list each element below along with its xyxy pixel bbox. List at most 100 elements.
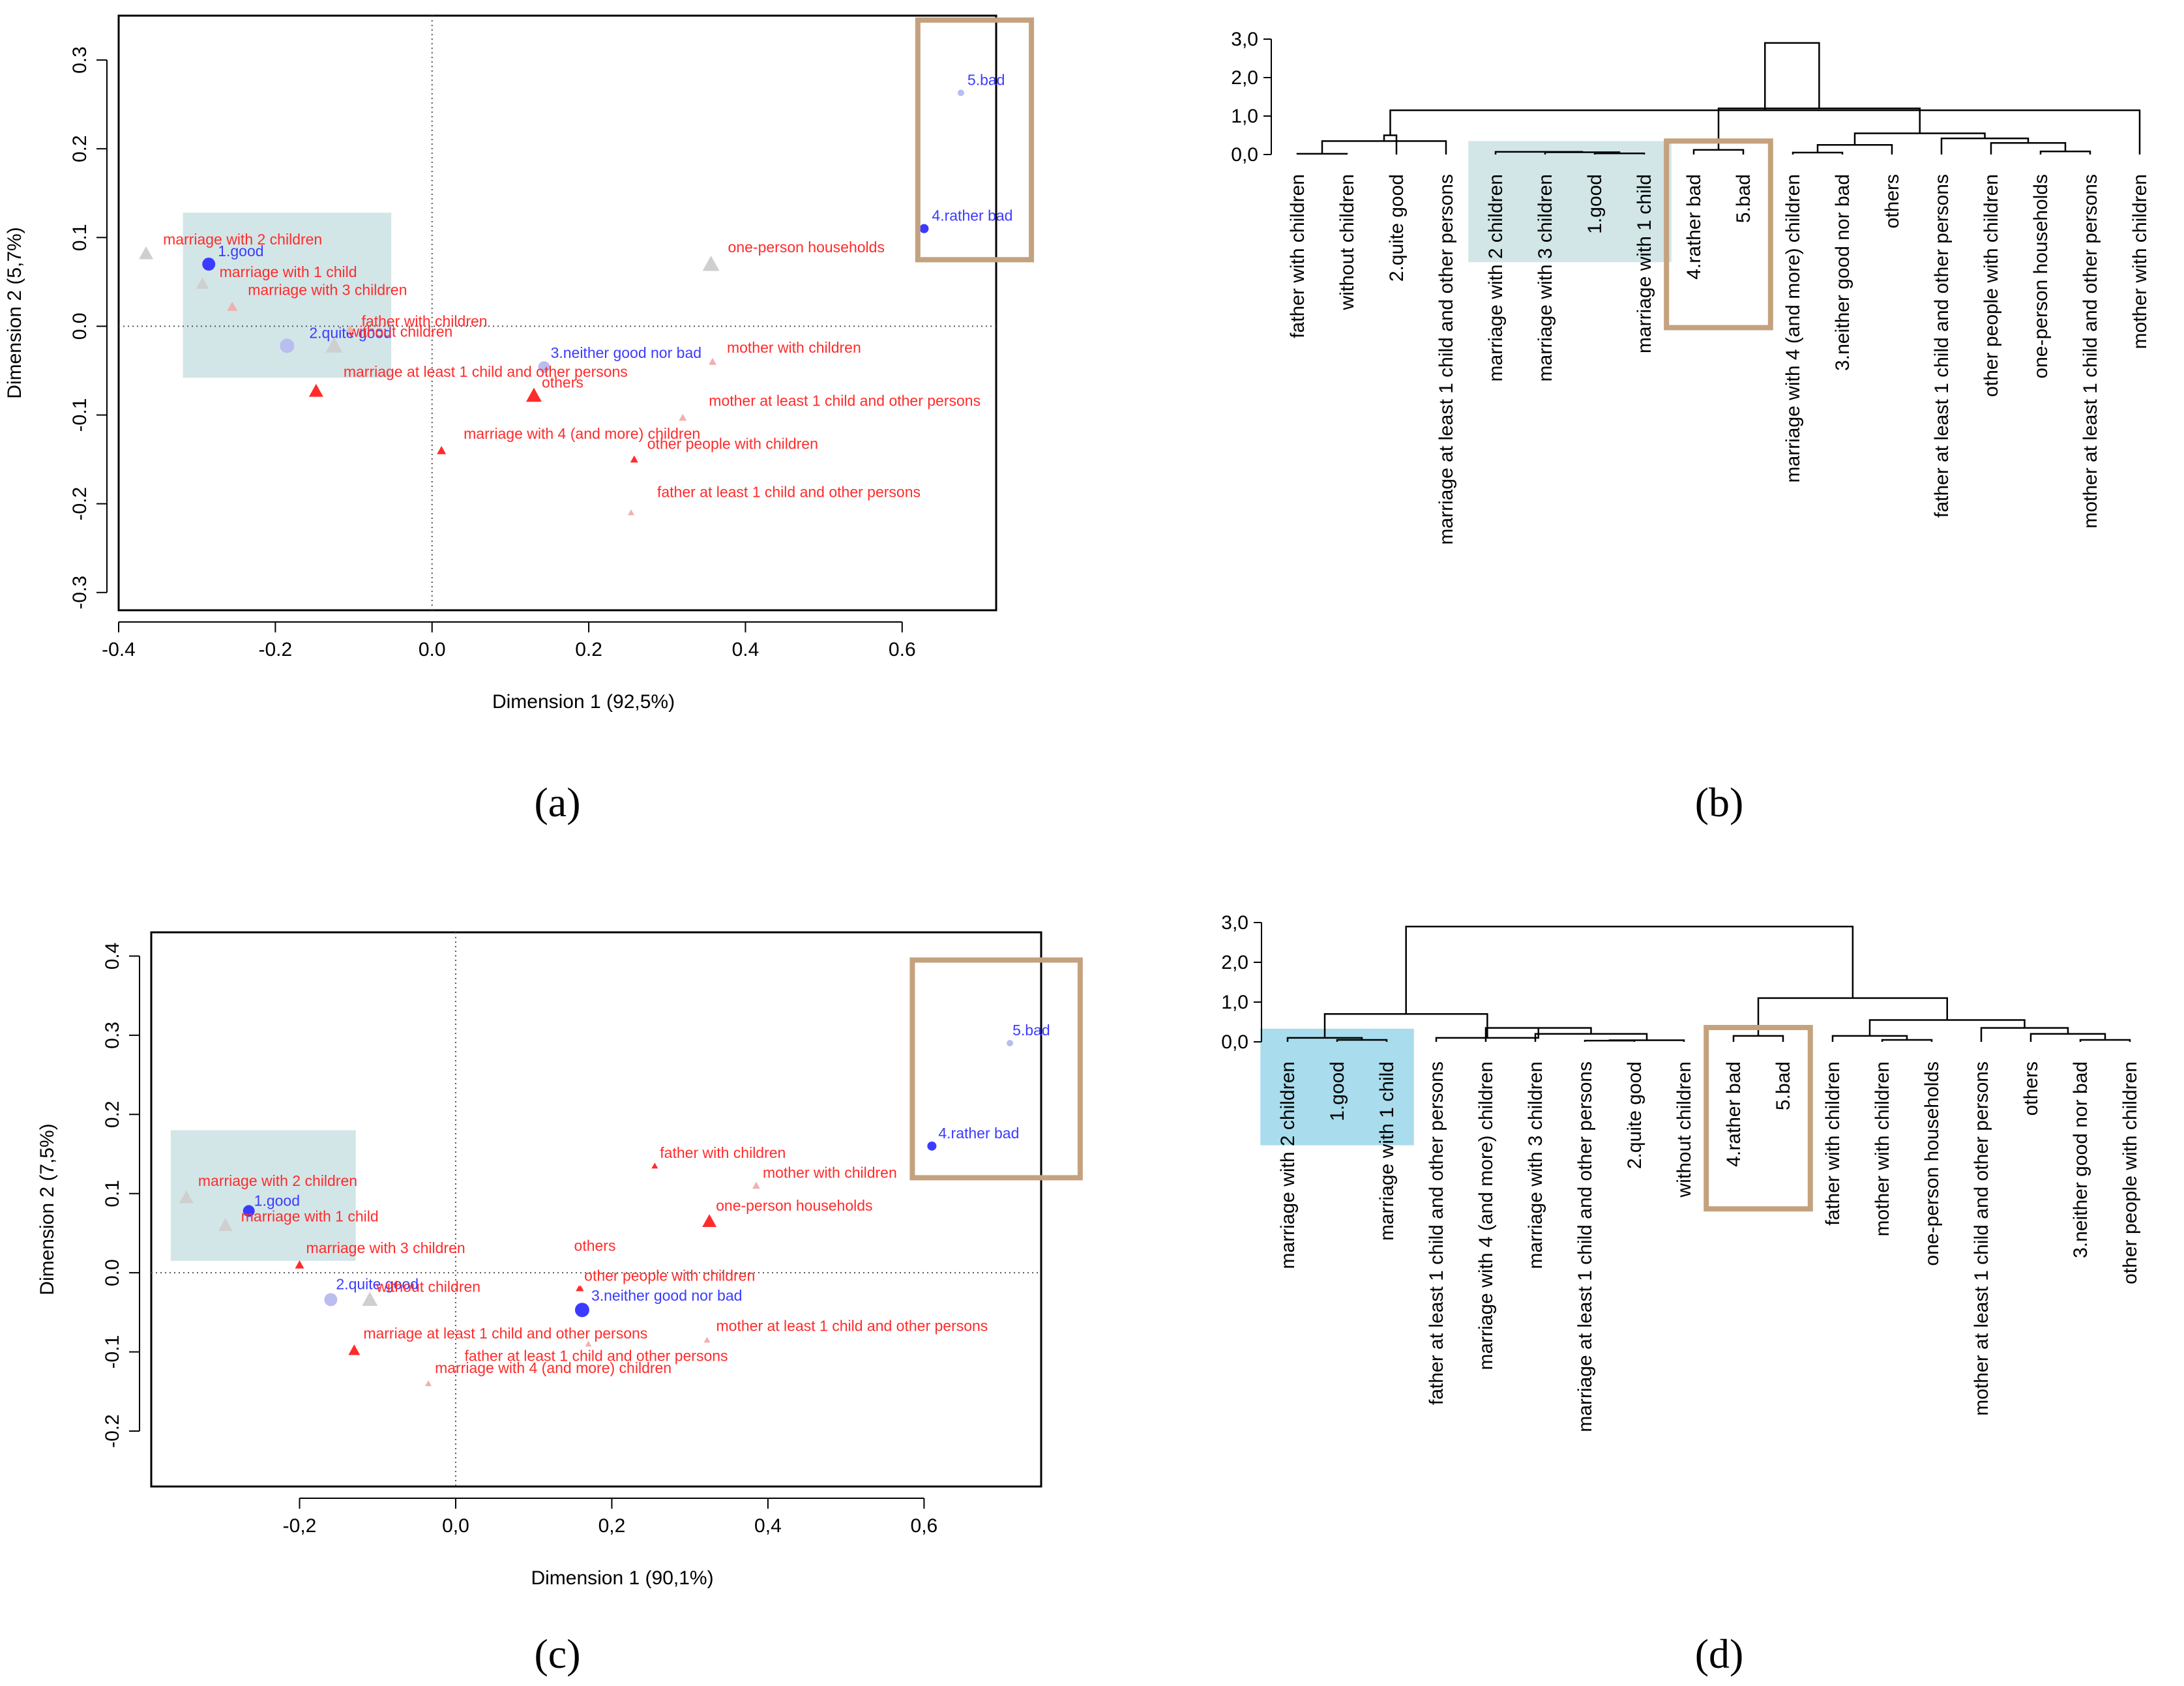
panel-c-point-label: others	[574, 1237, 616, 1254]
panel-c-point-label: marriage with 1 child	[241, 1207, 379, 1224]
panel-c-point-label: one-person households	[716, 1197, 872, 1214]
panel-c-y-tick-label: 0.4	[102, 943, 123, 970]
panel-b-tree-branch	[1692, 149, 1745, 155]
panel-c-x-tick-label: -0,2	[283, 1515, 317, 1537]
panel-d-tree-branch	[1831, 1035, 1908, 1042]
panel-b-tree-branch	[1717, 107, 1921, 150]
panel-c-point-marker	[362, 1292, 378, 1307]
panel-d-leaf-label: mother at least 1 child and other person…	[1971, 1061, 1992, 1416]
panel-c-highlight-fill	[170, 1130, 356, 1261]
panel-d-highlight-box	[1704, 1025, 1813, 1212]
panel-d-leaf-label: marriage with 3 children	[1525, 1061, 1546, 1269]
panel-a-point-label: 4.rather bad	[932, 207, 1012, 224]
panel-c-x-tick-label: 0,6	[911, 1515, 938, 1537]
panel-c-x-tick-label: 0,0	[442, 1515, 469, 1537]
panel-a-point-label: 3.neither good nor bad	[551, 344, 701, 361]
panel-c-point-marker	[348, 1344, 361, 1355]
panel-c-point-marker	[295, 1260, 304, 1269]
panel-c-y-tick-label: 0.2	[102, 1101, 123, 1128]
panel-d-leaf-label: without children	[1674, 1061, 1695, 1198]
panel-a-point-marker	[227, 301, 238, 311]
panel-c-y-axis-title: Dimension 2 (7,5%)	[37, 1123, 58, 1295]
panel-b-leaf-label: father with children	[1287, 174, 1308, 338]
panel-a-y-tick-label: 0.2	[69, 135, 91, 162]
panel-d-leaf-label: marriage with 2 children	[1277, 1061, 1299, 1269]
panel-b-leaf-label: marriage with 2 children	[1485, 174, 1507, 381]
panel-d-y-tick-label: 0,0	[1221, 1031, 1248, 1053]
panel-d-tree-branch	[1608, 1039, 1685, 1042]
panel-b-leaf-label: mother with children	[2129, 174, 2151, 349]
panel-c-highlight-box	[909, 957, 1083, 1181]
panel-c-point-label: 5.bad	[1012, 1022, 1050, 1039]
panel-a-plot-frame	[117, 14, 997, 612]
panel-b-leaf-label: 1.good	[1584, 174, 1606, 234]
panel-c-point-marker	[324, 1293, 338, 1307]
panel-c-point-marker	[218, 1218, 233, 1232]
panel-d-leaf-label: father at least 1 child and other person…	[1426, 1061, 1447, 1405]
panel-a-y-tick-label: -0.3	[69, 576, 91, 610]
panel-a-y-tick-label: 0.3	[69, 46, 91, 74]
panel-c-point-label: mother with children	[763, 1164, 897, 1181]
panel-b-leaf-label: without children	[1336, 174, 1358, 310]
panel-a-point-label: 5.bad	[967, 71, 1005, 88]
panel-c-point-marker	[179, 1190, 194, 1204]
panel-a-y-tick-label: 0.1	[69, 224, 91, 251]
panel-b-tree-branch	[1940, 137, 2029, 155]
panel-c-y-tick-label: -0.1	[102, 1335, 123, 1369]
panel-b-tree-branch	[1494, 151, 1584, 155]
panel-a-x-tick-label: 0.6	[889, 639, 916, 660]
panel-c-point-label: mother at least 1 child and other person…	[716, 1317, 988, 1334]
panel-b-leaf-label: 5.bad	[1733, 174, 1754, 223]
panel-b-y-tick-label: 0,0	[1231, 144, 1258, 166]
panel-a-y-axis-title: Dimension 2 (5,7%)	[4, 227, 25, 398]
panel-b-tree-branch	[1990, 142, 2067, 155]
panel-d-leaf-label: 4.rather bad	[1723, 1061, 1745, 1167]
panel-c-point-label: other people with children	[584, 1267, 755, 1284]
panel-c-point-label: 2.quite good	[336, 1275, 419, 1292]
panel-b-tree-branch	[1764, 42, 1820, 111]
panel-d-y-tick-label: 2,0	[1221, 952, 1248, 973]
panel-a-point-marker	[627, 509, 634, 516]
panel-a-point-marker	[280, 338, 295, 353]
panel-c-y-tick-label: -0.2	[102, 1414, 123, 1448]
panel-d-tree-branch	[1757, 997, 1948, 1036]
panel-d-y-tick-label: 3,0	[1221, 912, 1248, 934]
panel-d-tree-branch	[1405, 925, 1854, 1014]
panel-a-x-axis-title: Dimension 1 (92,5%)	[492, 691, 675, 713]
panel-a-point-marker	[919, 224, 929, 233]
panel-b-tree-branch	[1792, 151, 1844, 155]
panel-b-leaf-label: 3.neither good nor bad	[1832, 174, 1853, 371]
panel-c-label: (c)	[534, 1631, 580, 1677]
panel-a-point-marker	[202, 258, 216, 271]
panel-d-leaf-label: other people with children	[2119, 1061, 2141, 1284]
panel-c-point-label: without children	[376, 1278, 480, 1295]
panel-a-label: (a)	[534, 779, 580, 825]
panel-d-y-tick-label: 1,0	[1221, 992, 1248, 1013]
panel-d-dendrogram: 0,0 1,0 2,0 3,0 marriage with 2 children 1.go…	[1221, 912, 2141, 1432]
panel-a-point-label: marriage with 3 children	[248, 281, 407, 298]
panel-c-y-tick-label: 0.0	[102, 1259, 123, 1286]
panel-c-point-marker	[651, 1162, 658, 1169]
panel-c-plot-frame	[150, 931, 1042, 1488]
panel-d-leaf-label: one-person households	[1921, 1061, 1943, 1266]
panel-b-highlight-box	[1664, 138, 1773, 331]
panel-c-point-marker	[703, 1337, 711, 1343]
panel-a-highlight-box	[915, 17, 1035, 263]
panel-a-point-label: father with children	[362, 313, 488, 330]
panel-b-y-tick-label: 3,0	[1231, 29, 1258, 50]
panel-c-point-marker	[927, 1141, 937, 1151]
panel-d-leaf-label: 3.neither good nor bad	[2070, 1061, 2091, 1258]
panel-a-point-marker	[702, 256, 720, 271]
panel-c-point-marker	[243, 1205, 255, 1217]
panel-b-leaf-label: 4.rather bad	[1683, 174, 1705, 280]
panel-a-point-marker	[708, 357, 716, 365]
panel-c-point-marker	[425, 1380, 432, 1387]
panel-a-x-tick-label: -0.2	[259, 639, 293, 660]
panel-a-point-marker	[437, 445, 447, 454]
panel-a-point-marker	[679, 413, 687, 421]
panel-b-tree-branch	[1321, 140, 1447, 155]
panel-d-leaf-label: marriage with 4 (and more) children	[1475, 1061, 1497, 1370]
panel-d-label: (d)	[1695, 1631, 1744, 1677]
panel-a-y-tick-label: -0.1	[69, 398, 91, 432]
